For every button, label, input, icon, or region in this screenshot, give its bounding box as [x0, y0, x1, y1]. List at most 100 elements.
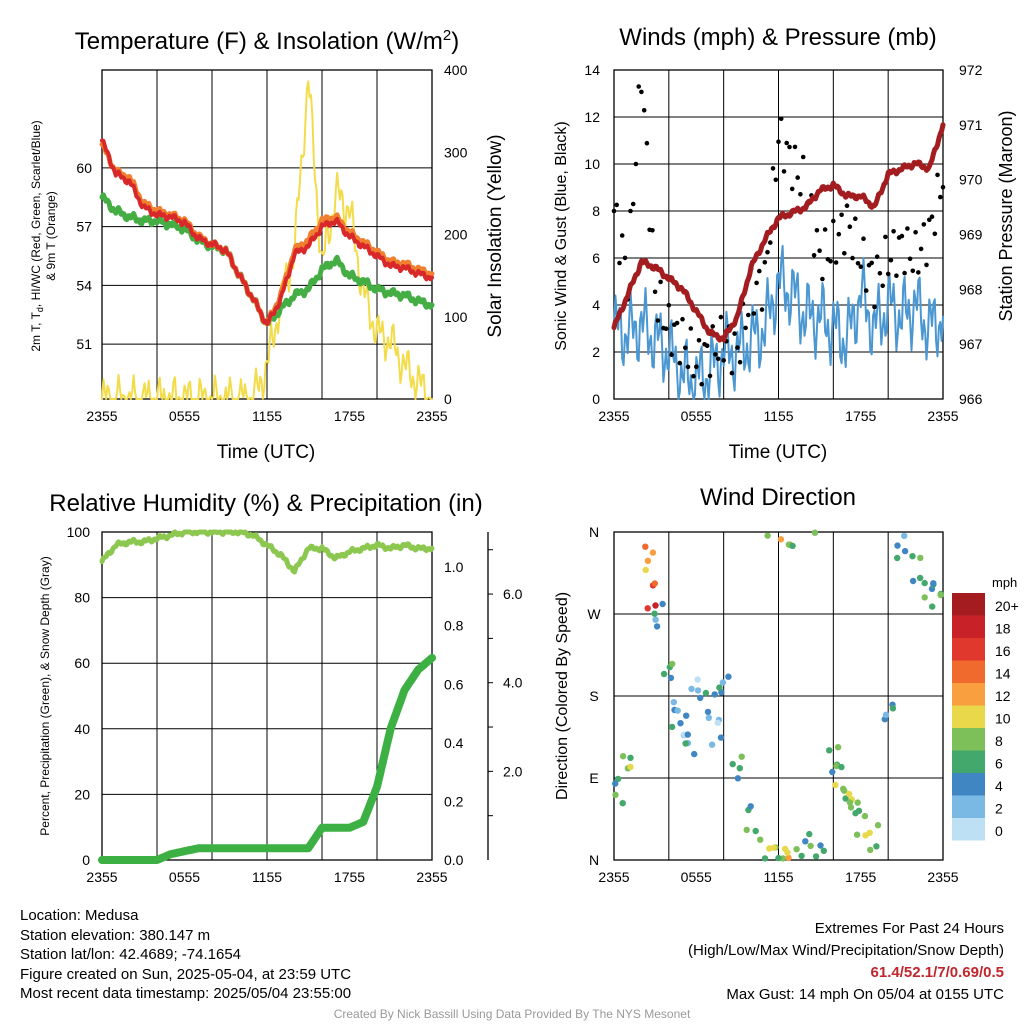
rh-y2tick: 0.6 — [444, 676, 464, 692]
direction-point — [798, 852, 805, 860]
gust-point — [639, 89, 644, 95]
direction-point — [838, 763, 845, 771]
temp-y2tick: 300 — [444, 144, 468, 160]
wind-ytick: 8 — [592, 203, 600, 219]
direction-point — [812, 853, 820, 860]
direction-point — [909, 553, 916, 560]
temp-ytick: 51 — [76, 336, 92, 352]
extremes-title: Extremes For Past 24 Hours — [814, 920, 1004, 937]
gust-point — [828, 259, 833, 264]
direction-point — [705, 714, 712, 721]
rh-xtick: 2355 — [416, 869, 447, 885]
gust-point — [940, 184, 946, 190]
gust-point — [630, 201, 636, 207]
dir-xtick: 2355 — [598, 869, 629, 885]
rh-ytick: 60 — [74, 655, 90, 671]
dir-ytick: S — [589, 688, 598, 704]
rh-y2tick: 0.8 — [444, 618, 464, 634]
gust-point — [935, 172, 940, 178]
legend-swatch — [952, 795, 985, 818]
dir-xtick: 0555 — [681, 869, 712, 885]
gust-point — [770, 166, 776, 171]
gust-point — [874, 254, 880, 259]
gust-point — [773, 177, 779, 183]
direction-point — [917, 554, 924, 562]
direction-point — [909, 577, 917, 585]
gust-point — [732, 331, 737, 336]
gust-point — [663, 326, 669, 332]
legend-label: 16 — [995, 643, 1011, 659]
gust-point — [633, 161, 639, 167]
wind-y2tick: 971 — [959, 117, 983, 133]
gust-point — [842, 251, 847, 256]
solar-line — [101, 80, 433, 400]
direction-point — [642, 566, 649, 574]
gust-point — [713, 352, 718, 357]
direction-point — [694, 687, 702, 694]
gust-point — [836, 231, 842, 237]
gust-point — [781, 169, 787, 174]
direction-point — [793, 846, 800, 853]
gust-point — [872, 304, 877, 310]
direction-point — [921, 579, 928, 587]
direction-point — [840, 785, 847, 792]
gust-point — [847, 224, 853, 229]
direction-point — [842, 795, 849, 802]
direction-point — [644, 605, 651, 612]
legend-label: 18 — [995, 621, 1011, 637]
direction-point — [894, 542, 901, 549]
direction-point — [937, 591, 944, 599]
gust-point — [817, 248, 822, 253]
direction-point — [866, 829, 873, 836]
gust-point — [680, 316, 685, 322]
gust-point — [795, 175, 800, 180]
rh-line — [99, 529, 435, 575]
gust-point — [792, 144, 798, 150]
direction-point — [882, 711, 890, 718]
direction-point — [873, 843, 880, 850]
gust-point — [699, 381, 704, 387]
gust-point — [666, 302, 672, 308]
direction-point — [826, 747, 833, 754]
direction-point — [688, 685, 695, 693]
gust-point — [746, 312, 751, 318]
direction-point — [612, 791, 619, 798]
gust-point — [833, 260, 839, 265]
direction-point — [921, 594, 928, 601]
direction-point — [627, 754, 634, 761]
gust-point — [729, 370, 735, 376]
latlon: Station lat/lon: 42.4689; -74.1654 — [20, 946, 242, 963]
speed-legend: mph 20+ 18 16 14 12 10 8 6 4 2 0 — [952, 575, 1019, 841]
legend-label: 14 — [995, 666, 1011, 682]
gust-point — [880, 283, 885, 289]
direction-point — [652, 602, 659, 609]
direction-point — [708, 741, 716, 748]
direction-point — [777, 536, 785, 543]
direction-point — [619, 753, 627, 760]
direction-point — [807, 842, 814, 850]
direction-point — [711, 691, 718, 698]
direction-point — [704, 708, 712, 716]
direction-point — [691, 750, 698, 758]
direction-point — [785, 854, 792, 861]
temp-y2tick: 100 — [444, 309, 468, 325]
direction-point — [651, 580, 658, 587]
legend-title: mph — [992, 575, 1017, 590]
gust-point — [789, 186, 795, 192]
gust-point — [885, 271, 891, 277]
snow-ytick: 6.0 — [503, 586, 523, 602]
wind-ytick: 6 — [592, 250, 600, 266]
wind-title: Winds (mph) & Pressure (mb) — [619, 24, 936, 51]
gust-point — [754, 280, 759, 286]
direction-point — [894, 554, 901, 562]
direction-point — [833, 762, 840, 770]
rh-ytick: 0 — [82, 852, 90, 868]
temp-title: Temperature (F) & Insolation (W/m2) — [75, 27, 459, 55]
gust-point — [688, 326, 694, 331]
gust-point — [622, 255, 628, 261]
direction-point — [817, 842, 824, 849]
rh-ytick: 20 — [74, 786, 90, 802]
gust-point — [762, 260, 768, 265]
rh-y2tick: 1.0 — [444, 559, 464, 575]
rh-ytick: 80 — [74, 590, 90, 606]
